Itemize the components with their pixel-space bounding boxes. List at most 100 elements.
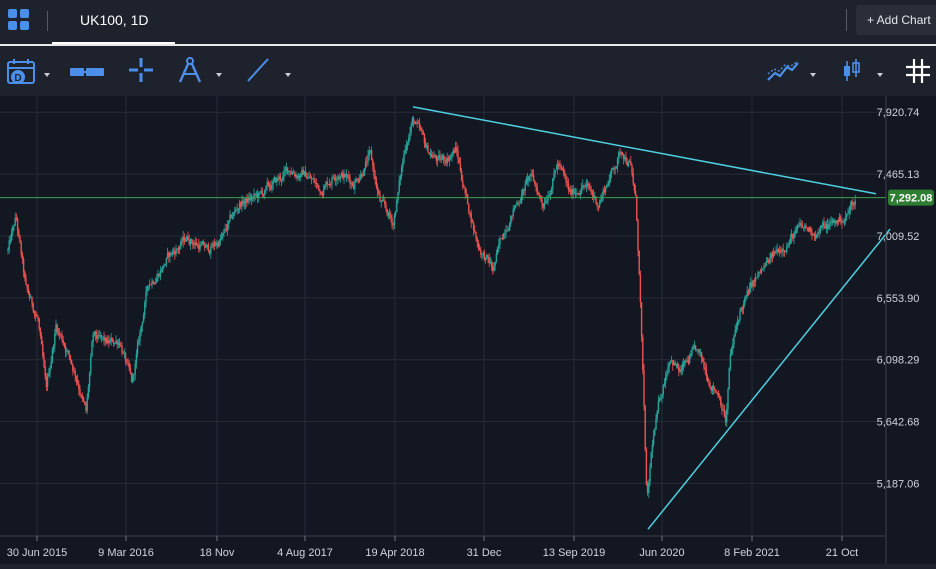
candle-body	[292, 173, 295, 175]
candle-body	[502, 233, 505, 240]
indicators-icon[interactable]	[767, 60, 799, 82]
candle-body	[758, 271, 760, 273]
candle-body	[735, 325, 738, 330]
candle-body	[763, 265, 765, 269]
candle-body	[436, 157, 439, 161]
candle-body	[427, 145, 429, 153]
candle-body	[162, 265, 164, 272]
candle-body	[39, 328, 42, 336]
candle-body	[277, 178, 279, 180]
candle-body	[322, 189, 325, 196]
compass-icon[interactable]	[178, 57, 202, 83]
candle-body	[736, 320, 739, 326]
candle-body	[534, 180, 536, 184]
tab-chart[interactable]: UK100, 1D	[52, 0, 175, 44]
candle-body	[18, 230, 20, 236]
candle-body	[597, 206, 600, 208]
candle-body	[524, 183, 526, 191]
candle-body	[748, 287, 751, 294]
candle-body	[117, 342, 120, 345]
candle-body	[331, 177, 333, 185]
candle-body	[812, 233, 814, 236]
candle-body	[531, 173, 534, 176]
candle-body	[241, 200, 243, 207]
candle-body	[325, 181, 327, 186]
candle-body	[313, 178, 315, 183]
candle-body	[711, 386, 714, 391]
candle-body	[20, 242, 22, 255]
candle-body	[658, 399, 661, 401]
measure-icon[interactable]	[70, 67, 104, 77]
candle-body	[794, 230, 796, 236]
indicators-dropdown-caret[interactable]	[810, 73, 816, 77]
crosshair-icon[interactable]	[129, 58, 153, 82]
date-range-icon[interactable]: D	[7, 59, 37, 85]
candlestick-dropdown-caret[interactable]	[877, 73, 883, 77]
chart-area[interactable]: 7,292.08 7,920.74 7,465.13 7,009.52 6,553.9…	[0, 96, 936, 564]
add-chart-button[interactable]: + Add Chart	[856, 5, 936, 35]
candle-body	[268, 184, 271, 187]
candle-body	[178, 247, 181, 250]
candle-body	[238, 202, 241, 209]
candle-body	[202, 241, 205, 245]
candle-body	[512, 209, 514, 216]
candle-body	[88, 373, 91, 387]
candle-body	[559, 165, 561, 167]
candle-body	[817, 231, 819, 234]
candle-body	[386, 208, 388, 216]
candlestick-icon[interactable]	[843, 59, 861, 83]
candle-body	[410, 124, 412, 133]
candle-body	[361, 173, 363, 176]
grid-icon[interactable]	[906, 59, 930, 83]
candle-body	[553, 173, 555, 179]
trendline-icon[interactable]	[246, 58, 270, 82]
candle-body	[180, 241, 182, 248]
candle-body	[345, 175, 348, 177]
candle-body	[750, 282, 752, 288]
candle-body	[28, 293, 31, 299]
trendline-dropdown-caret[interactable]	[285, 73, 291, 77]
candle-body	[135, 353, 138, 364]
candle-body	[348, 175, 350, 178]
candle-body	[776, 249, 778, 252]
price-chart[interactable]: 7,292.08 7,920.74 7,465.13 7,009.52 6,553.9…	[0, 96, 936, 564]
candle-body	[22, 259, 25, 272]
candle-body	[315, 183, 318, 184]
candle-body	[414, 121, 416, 125]
candle-body	[127, 361, 129, 364]
candle-body	[308, 176, 310, 178]
candle-body	[142, 315, 145, 323]
candle-body	[306, 176, 308, 179]
date-range-dropdown-caret[interactable]	[44, 73, 50, 77]
candle-body	[645, 449, 648, 485]
candle-body	[46, 376, 49, 387]
candle-body	[304, 171, 307, 177]
candle-body	[724, 416, 727, 423]
candle-body	[831, 220, 834, 223]
candle-body	[616, 158, 619, 167]
candle-body	[48, 373, 50, 377]
candle-body	[642, 336, 644, 370]
candle-body	[214, 244, 217, 246]
candle-body	[837, 220, 840, 223]
compass-dropdown-caret[interactable]	[216, 73, 222, 77]
candle-body	[346, 175, 349, 176]
candle-body	[637, 220, 639, 251]
candle-body	[378, 191, 380, 195]
candle-body	[42, 344, 44, 357]
candle-body	[675, 363, 678, 366]
candle-body	[154, 282, 157, 285]
candle-body	[572, 188, 574, 194]
apps-grid-icon[interactable]	[8, 9, 30, 31]
candle-body	[37, 316, 39, 319]
candle-body	[244, 198, 247, 204]
candle-body	[631, 165, 633, 174]
candle-body	[588, 183, 590, 187]
x-tick-label: 8 Feb 2021	[724, 547, 780, 559]
candle-body	[98, 335, 100, 337]
candle-body	[517, 202, 519, 204]
candle-body	[561, 167, 564, 170]
candle-body	[484, 257, 487, 260]
candle-body	[267, 182, 270, 185]
candle-body	[622, 154, 625, 160]
